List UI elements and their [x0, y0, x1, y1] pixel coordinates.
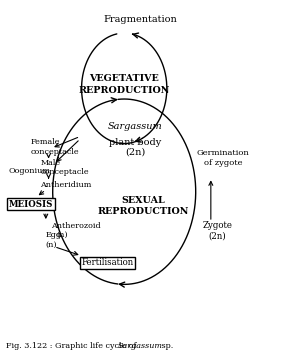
Text: Antherozoid: Antherozoid	[51, 222, 101, 230]
Text: Female
conceptacle: Female conceptacle	[31, 138, 79, 156]
Text: MEIOSIS: MEIOSIS	[8, 200, 53, 209]
Text: (n): (n)	[46, 240, 57, 248]
Text: Male
conceptacle: Male conceptacle	[40, 159, 89, 176]
Text: Egg: Egg	[46, 231, 62, 239]
Text: (n): (n)	[57, 231, 69, 239]
Text: Fertilisation: Fertilisation	[82, 258, 134, 268]
Text: Antheridium: Antheridium	[40, 181, 92, 189]
Text: (2n): (2n)	[125, 148, 145, 157]
Text: SEXUAL
REPRODUCTION: SEXUAL REPRODUCTION	[98, 195, 189, 216]
Text: Zygote
(2n): Zygote (2n)	[203, 221, 233, 241]
Text: Oogonium: Oogonium	[9, 167, 51, 175]
Text: Sargassum: Sargassum	[117, 342, 162, 350]
Text: VEGETATIVE
REPRODUCTION: VEGETATIVE REPRODUCTION	[78, 74, 170, 95]
Text: Germination
of zygote: Germination of zygote	[197, 149, 250, 167]
Text: sp.: sp.	[158, 342, 173, 350]
Text: Fragmentation: Fragmentation	[104, 15, 178, 24]
Text: Fig. 3.122 : Graphic life cycle of: Fig. 3.122 : Graphic life cycle of	[6, 342, 139, 350]
Text: plant body: plant body	[109, 138, 161, 147]
Text: Sargassum: Sargassum	[108, 122, 163, 131]
